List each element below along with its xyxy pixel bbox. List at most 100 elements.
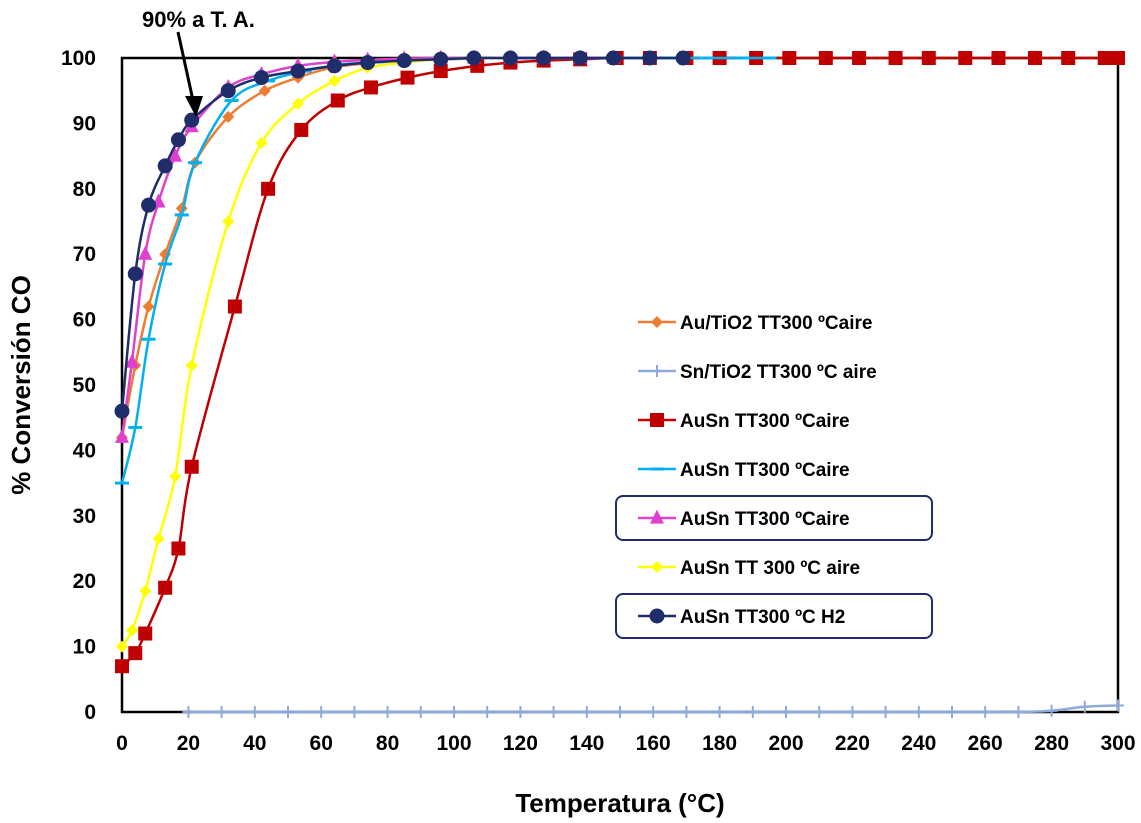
data-point <box>782 51 797 65</box>
legend-marker <box>651 561 663 573</box>
data-point <box>852 51 867 65</box>
data-point <box>1045 704 1058 717</box>
data-point <box>152 532 165 545</box>
x-tick-label: 0 <box>116 732 128 755</box>
data-point <box>958 51 973 65</box>
x-tick-label: 120 <box>503 732 538 755</box>
y-tick-label: 20 <box>73 570 96 593</box>
data-point <box>680 706 693 718</box>
y-tick-label: 10 <box>73 636 96 659</box>
annotation-arrow-head <box>185 96 203 117</box>
data-point <box>647 706 660 718</box>
data-point <box>158 580 173 595</box>
plot-area <box>120 56 1120 714</box>
y-tick-label: 70 <box>73 243 96 266</box>
data-point <box>169 470 182 483</box>
y-tick-label: 50 <box>73 374 96 397</box>
x-tick-label: 180 <box>702 732 737 755</box>
data-point <box>481 706 494 718</box>
data-point <box>139 585 152 598</box>
x-tick-label: 300 <box>1100 732 1135 755</box>
annotation-arrow-line <box>176 31 196 106</box>
x-tick-label: 80 <box>376 732 399 755</box>
legend-marker <box>650 509 664 524</box>
data-point <box>220 83 236 99</box>
x-tick-label: 140 <box>569 732 604 755</box>
data-point <box>1078 700 1091 713</box>
y-tick-label: 90 <box>73 112 96 135</box>
y-tick-label: 100 <box>61 47 96 70</box>
y-axis-ticks: 0 10 20 30 40 50 60 70 80 90 100 <box>61 47 96 724</box>
data-point <box>448 706 460 718</box>
x-tick-label: 40 <box>243 732 266 755</box>
data-point <box>248 706 261 718</box>
legend-marker <box>651 365 663 377</box>
data-point <box>946 706 958 718</box>
data-point <box>142 300 155 313</box>
data-point <box>348 706 361 718</box>
data-point <box>258 84 271 97</box>
data-point <box>124 353 139 368</box>
data-point <box>222 110 235 123</box>
data-point <box>184 112 200 128</box>
x-tick-label: 100 <box>436 732 471 755</box>
data-point <box>253 70 269 86</box>
legend: Au/TiO2 TT300 ºCaire Sn/TiO2 TT300 ºC air… <box>615 313 933 639</box>
data-point <box>396 53 412 69</box>
data-point <box>326 58 342 74</box>
data-point <box>888 51 903 65</box>
data-point <box>182 706 195 718</box>
data-point <box>330 93 345 108</box>
x-tick-label: 200 <box>768 732 803 755</box>
data-point <box>114 403 130 419</box>
data-point <box>168 147 183 162</box>
data-point <box>912 706 925 718</box>
data-point <box>138 626 153 641</box>
y-tick-label: 30 <box>73 505 96 528</box>
legend-label: AuSn TT300 ºCaire <box>680 460 850 481</box>
data-point <box>502 50 518 66</box>
data-point <box>215 706 228 718</box>
data-point <box>921 51 936 65</box>
legend-label: Sn/TiO2 TT300 ºC aire <box>680 362 877 383</box>
data-point <box>171 541 186 556</box>
data-point <box>116 640 128 653</box>
data-point <box>514 706 527 718</box>
annotation: 90% a T. A. <box>142 7 255 117</box>
data-point <box>400 70 415 85</box>
legend-box <box>615 593 933 639</box>
data-point <box>979 706 992 718</box>
data-point <box>879 706 892 718</box>
data-point <box>138 245 153 260</box>
legend-label: AuSn TT300 ºCaire <box>680 411 850 432</box>
annotation-label: 90% a T. A. <box>142 7 255 32</box>
data-point <box>185 359 198 372</box>
data-point <box>1061 51 1076 65</box>
data-point <box>115 428 129 443</box>
legend-label: AuSn TT300 ºCaire <box>680 509 850 530</box>
data-point <box>614 706 626 718</box>
legend-label: AuSn TT 300 ºC aire <box>680 558 860 579</box>
data-point <box>141 197 157 213</box>
series-line <box>121 56 1118 668</box>
data-point <box>536 50 552 66</box>
legend-box <box>615 495 933 541</box>
data-point <box>433 51 449 67</box>
data-point <box>282 706 294 718</box>
data-point <box>222 215 235 228</box>
data-point <box>1012 706 1025 718</box>
data-point <box>364 80 378 95</box>
series-6 <box>114 50 691 419</box>
x-tick-label: 20 <box>177 732 200 755</box>
data-point <box>414 706 427 718</box>
data-point <box>294 122 309 137</box>
data-point <box>157 158 173 174</box>
x-tick-label: 160 <box>636 732 671 755</box>
legend-marker <box>650 413 664 427</box>
y-tick-label: 80 <box>73 178 96 201</box>
data-point <box>580 706 593 718</box>
data-point <box>1028 51 1042 65</box>
data-point <box>675 50 691 66</box>
data-point <box>547 706 560 718</box>
